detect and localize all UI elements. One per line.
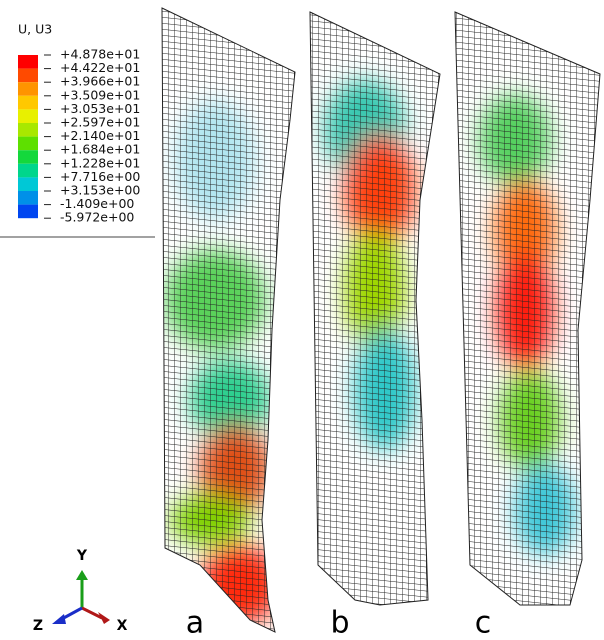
legend-band bbox=[18, 55, 38, 69]
legend-band bbox=[18, 177, 38, 191]
panel-label: b bbox=[330, 606, 349, 640]
legend-label: +2.140e+01 bbox=[60, 128, 140, 143]
axis-label: Z bbox=[33, 618, 43, 634]
mesh-outline bbox=[161, 7, 296, 633]
legend-label: +3.053e+01 bbox=[60, 101, 140, 116]
mesh-c bbox=[455, 12, 600, 605]
axis-label: X bbox=[117, 618, 128, 634]
panel-labels: a b c bbox=[186, 606, 491, 640]
legend-label: +1.684e+01 bbox=[60, 142, 140, 157]
legend-label: +1.228e+01 bbox=[60, 155, 140, 170]
legend-band bbox=[18, 68, 38, 83]
legend-label: -1.409e+00 bbox=[60, 196, 134, 211]
legend-label: +4.422e+01 bbox=[60, 60, 140, 75]
legend-label: +2.597e+01 bbox=[60, 115, 140, 130]
legend-band bbox=[18, 123, 38, 137]
panel-label: a bbox=[186, 606, 204, 640]
mesh-outline bbox=[454, 11, 601, 606]
panel-label: c bbox=[475, 606, 492, 640]
legend-band bbox=[18, 204, 38, 219]
legend-band bbox=[18, 95, 38, 110]
axis-triad: Y Z X bbox=[33, 548, 128, 634]
legend-label: +4.878e+01 bbox=[60, 47, 140, 62]
legend-label: +3.153e+00 bbox=[60, 183, 140, 198]
mesh-b bbox=[310, 12, 440, 605]
legend-title: U, U3 bbox=[18, 22, 52, 37]
mesh-a bbox=[162, 8, 295, 632]
legend-band bbox=[18, 191, 38, 205]
legend-band bbox=[18, 136, 38, 151]
mesh-outline bbox=[309, 11, 441, 606]
legend-band bbox=[18, 150, 38, 164]
legend-band bbox=[18, 163, 38, 178]
legend-label: -5.972e+00 bbox=[60, 210, 134, 225]
legend-band bbox=[18, 82, 38, 96]
legend-band bbox=[18, 109, 38, 123]
legend: +4.878e+01+4.422e+01+3.966e+01+3.509e+01… bbox=[18, 47, 140, 225]
legend-label: +3.509e+01 bbox=[60, 87, 140, 102]
axis-label: Y bbox=[76, 548, 88, 564]
legend-label: +3.966e+01 bbox=[60, 74, 140, 89]
legend-label: +7.716e+00 bbox=[60, 169, 140, 184]
